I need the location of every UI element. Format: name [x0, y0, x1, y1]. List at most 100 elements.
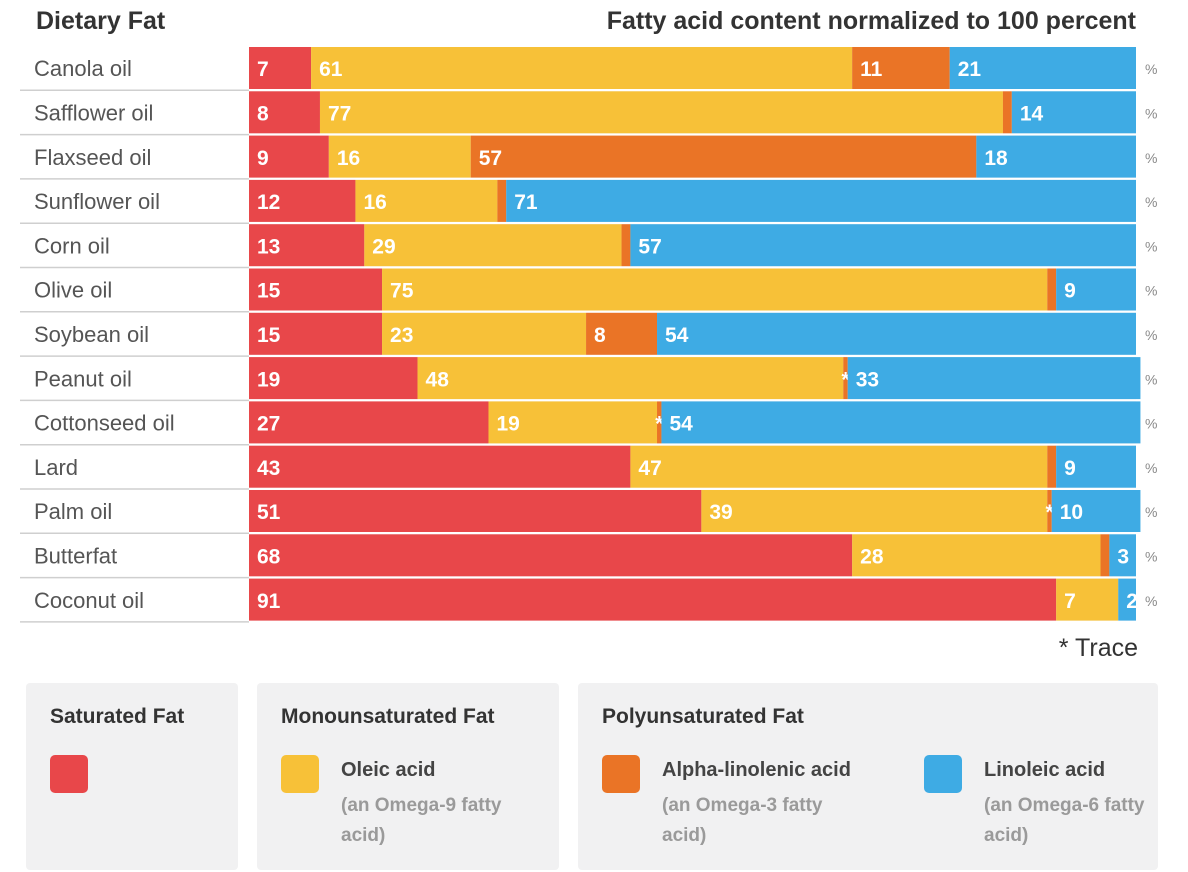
data-label: 19 — [257, 368, 280, 391]
bar-segment-safflower-oil-linoleic-acid — [1011, 91, 1136, 134]
category-label-peanut-oil: Peanut oil — [34, 366, 132, 391]
bar-segment-corn-oil-saturated-fat — [249, 224, 365, 267]
data-label: 8 — [257, 102, 269, 125]
data-label: 33 — [856, 368, 879, 391]
bar-segment-flaxseed-oil-alpha-linolenic-acid — [470, 135, 977, 178]
bar-segment-sunflower-oil-alpha-linolenic-acid — [497, 179, 507, 222]
legend-poly: Polyunsaturated Fat Alpha-linolenic acid… — [578, 683, 1158, 870]
data-label: 14 — [1020, 102, 1044, 125]
legend-mono-title: Monounsaturated Fat — [281, 705, 495, 728]
percent-label: % — [1145, 548, 1157, 564]
legend-saturated-title: Saturated Fat — [50, 705, 185, 728]
oleic-label: Oleic acid — [341, 759, 436, 781]
bar-segment-flaxseed-oil-oleic-acid — [328, 135, 471, 178]
data-label: 29 — [372, 235, 395, 258]
data-label: 71 — [514, 191, 538, 214]
legend-poly-title: Polyunsaturated Fat — [602, 705, 804, 728]
percent-label: % — [1145, 371, 1157, 387]
bar-segment-safflower-oil-oleic-acid — [319, 91, 1003, 134]
bar-segment-butterfat-oleic-acid — [852, 534, 1101, 577]
bar-segment-cottonseed-oil-alpha-linolenic-acid — [657, 401, 662, 444]
bar-segment-sunflower-oil-oleic-acid — [355, 179, 498, 222]
legend-saturated: Saturated Fat — [26, 683, 238, 870]
bar-segment-olive-oil-oleic-acid — [382, 268, 1048, 311]
data-label: 12 — [257, 191, 280, 214]
percent-label: % — [1145, 194, 1157, 210]
bar-segment-lard-alpha-linolenic-acid — [1047, 445, 1057, 488]
data-label: 10 — [1060, 501, 1083, 524]
bar-segment-corn-oil-linoleic-acid — [630, 224, 1136, 267]
category-label-sunflower-oil: Sunflower oil — [34, 189, 160, 214]
bar-segment-palm-oil-alpha-linolenic-acid — [1047, 490, 1052, 532]
bar-segment-safflower-oil-saturated-fat — [249, 91, 320, 134]
bar-segment-soybean-oil-alpha-linolenic-acid — [586, 312, 658, 355]
bar-segment-palm-oil-oleic-acid — [701, 490, 1048, 532]
bar-segment-butterfat-saturated-fat — [249, 534, 853, 577]
bar-segment-soybean-oil-oleic-acid — [382, 312, 587, 355]
bar-segment-canola-oil-saturated-fat — [249, 47, 312, 89]
data-label: * — [1046, 501, 1055, 524]
bar-segment-lard-linoleic-acid — [1056, 445, 1136, 488]
data-label: 27 — [257, 413, 280, 436]
data-label: 43 — [257, 457, 280, 480]
la-swatch — [924, 755, 962, 793]
la-sublabel: (an Omega-6 fatty acid) — [984, 795, 1145, 846]
bar-segment-cottonseed-oil-saturated-fat — [249, 401, 489, 444]
oleic-sublabel: (an Omega-9 fatty acid) — [341, 795, 502, 846]
data-label: 28 — [860, 545, 884, 568]
bar-segment-peanut-oil-saturated-fat — [249, 357, 418, 400]
data-label: 9 — [1064, 280, 1076, 303]
bar-segment-canola-oil-linoleic-acid — [949, 47, 1136, 89]
trace-footnote: * Trace — [1058, 634, 1138, 662]
bar-segment-butterfat-alpha-linolenic-acid — [1100, 534, 1110, 577]
category-label-corn-oil: Corn oil — [34, 233, 110, 258]
data-label: 8 — [594, 324, 606, 347]
stacked-bar-chart: Canola oil 7 61 11 21% Safflower oil 8 7 71 14% Fl… — [20, 47, 1157, 623]
bar-segment-coconut-oil-saturated-fat — [249, 578, 1057, 621]
data-label: 77 — [328, 102, 351, 125]
category-label-butterfat: Butterfat — [34, 543, 117, 568]
bar-segment-olive-oil-saturated-fat — [249, 268, 383, 311]
ala-sublabel: (an Omega-3 fatty acid) — [662, 795, 823, 846]
data-label: 68 — [257, 545, 281, 568]
data-label: 54 — [665, 324, 689, 347]
data-label: 9 — [257, 147, 269, 170]
category-label-safflower-oil: Safflower oil — [34, 100, 153, 125]
bar-segment-canola-oil-oleic-acid — [311, 47, 853, 89]
data-label: 18 — [984, 147, 1008, 170]
data-label: 11 — [860, 58, 883, 81]
data-label: 7 — [1064, 590, 1076, 613]
bar-segment-soybean-oil-saturated-fat — [249, 312, 383, 355]
chart-subtitle: Fatty acid content normalized to 100 per… — [606, 7, 1136, 35]
la-label: Linoleic acid — [984, 759, 1106, 781]
bar-segment-palm-oil-linoleic-acid — [1051, 490, 1141, 532]
bar-segment-safflower-oil-alpha-linolenic-acid — [1002, 91, 1012, 134]
percent-label: % — [1145, 105, 1157, 121]
data-label: 48 — [426, 368, 450, 391]
percent-label: % — [1145, 416, 1157, 432]
bar-segment-flaxseed-oil-linoleic-acid — [976, 135, 1136, 178]
bar-segment-cottonseed-oil-linoleic-acid — [661, 401, 1141, 444]
bar-segment-sunflower-oil-saturated-fat — [249, 179, 356, 222]
saturated-swatch — [50, 755, 88, 793]
bar-segment-coconut-oil-linoleic-acid — [1118, 578, 1136, 621]
data-label: 61 — [319, 58, 343, 81]
data-label: 15 — [257, 280, 281, 303]
bar-segment-olive-oil-linoleic-acid — [1056, 268, 1136, 311]
data-label: 54 — [669, 413, 693, 436]
percent-label: % — [1145, 61, 1157, 77]
data-label: 7 — [257, 58, 269, 81]
percent-label: % — [1145, 593, 1157, 609]
bar-segment-peanut-oil-linoleic-acid — [847, 357, 1141, 400]
percent-label: % — [1145, 238, 1157, 254]
bar-segment-lard-oleic-acid — [630, 445, 1048, 488]
percent-label: % — [1145, 327, 1157, 343]
category-label-cottonseed-oil: Cottonseed oil — [34, 411, 175, 436]
percent-label: % — [1145, 504, 1157, 520]
data-label: 13 — [257, 235, 280, 258]
data-label: 3 — [1117, 545, 1129, 568]
bar-segment-peanut-oil-oleic-acid — [417, 357, 844, 400]
bar-segment-coconut-oil-oleic-acid — [1056, 578, 1119, 621]
bar-segment-corn-oil-oleic-acid — [364, 224, 622, 267]
percent-label: % — [1145, 150, 1157, 166]
